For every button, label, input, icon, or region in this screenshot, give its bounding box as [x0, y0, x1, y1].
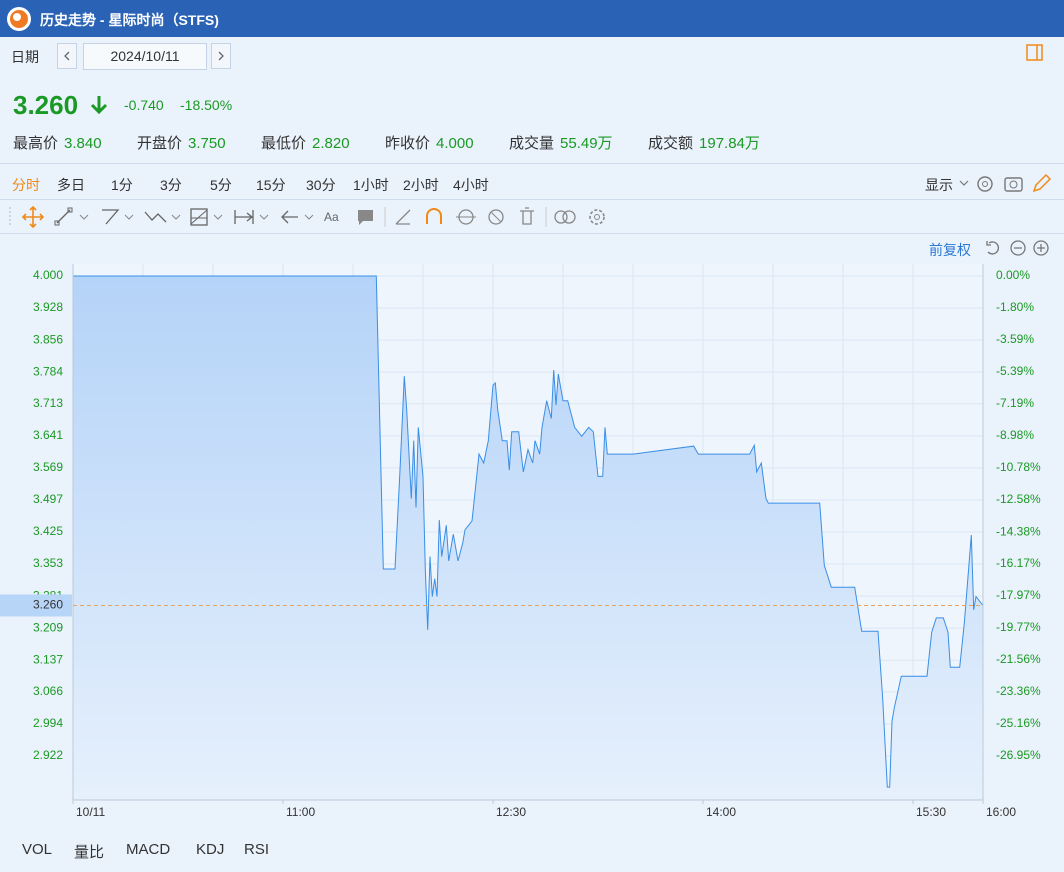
last-price-label: 3.260: [33, 598, 63, 612]
zoom-controls: [986, 240, 1049, 256]
y2-tick-label: -10.78%: [996, 460, 1041, 474]
y-tick-label: 3.928: [33, 300, 63, 314]
last-price: 3.260: [13, 90, 79, 120]
separator: [0, 199, 1064, 200]
y-tick-label: 3.066: [33, 684, 63, 698]
period-tab[interactable]: 多日: [57, 177, 85, 193]
x-tick-label: 15:30: [916, 805, 946, 819]
y2-tick-label: -3.59%: [996, 332, 1034, 346]
stat: 最高价 3.840: [13, 132, 102, 153]
drawing-toolbar: Aa: [9, 205, 605, 229]
x-tick-label: 14:00: [706, 805, 736, 819]
app-logo: [7, 7, 31, 31]
price-change: -0.740: [124, 97, 164, 113]
stat: 开盘价 3.750: [137, 132, 226, 153]
y2-tick-label: -21.56%: [996, 652, 1041, 666]
y-tick-label: 3.137: [33, 652, 63, 666]
y2-tick-label: -12.58%: [996, 492, 1041, 506]
x-tick-label: 10/11: [76, 805, 105, 819]
window-title: 历史走势 - 星际时尚（STFS): [40, 12, 219, 28]
x-tick-label: 16:00: [986, 805, 1016, 819]
y2-tick-label: -1.80%: [996, 300, 1034, 314]
y2-tick-label: 0.00%: [996, 268, 1030, 282]
stat-label: 最高价: [13, 135, 59, 152]
price-line: [73, 275, 984, 788]
y-tick-label: 2.922: [33, 748, 63, 762]
next-date-button[interactable]: [211, 43, 231, 69]
y2-tick-label: -14.38%: [996, 524, 1041, 538]
period-tab[interactable]: 5分: [210, 177, 232, 193]
down-arrow: [90, 96, 108, 115]
stat: 成交量 55.49万: [509, 132, 613, 153]
stat: 成交额 197.84万: [648, 132, 760, 153]
y2-tick-label: -8.98%: [996, 428, 1034, 442]
title-bar: 历史走势 - 星际时尚（STFS): [0, 0, 1064, 37]
stat-label: 成交额: [648, 135, 694, 152]
indicator-tab[interactable]: KDJ: [196, 841, 225, 858]
period-tab[interactable]: 15分: [256, 177, 286, 193]
period-tab[interactable]: 3分: [160, 177, 182, 193]
y-tick-label: 3.353: [33, 556, 63, 570]
y-tick-label: 3.497: [33, 492, 63, 506]
x-tick-label: 12:30: [496, 805, 526, 819]
indicator-tab[interactable]: 量比: [74, 844, 105, 861]
display-menu[interactable]: 显示: [925, 177, 953, 193]
price-change-pct: -18.50%: [180, 97, 233, 113]
indicator-tab[interactable]: VOL: [22, 841, 53, 858]
period-tab[interactable]: 1分: [111, 177, 133, 193]
y-tick-label: 3.784: [33, 364, 63, 378]
stat-value: 55.49万: [560, 135, 613, 152]
period-tab[interactable]: 1小时: [353, 177, 389, 193]
y-tick-label: 3.569: [33, 460, 63, 474]
y2-tick-label: -19.77%: [996, 620, 1041, 634]
y-tick-label: 3.641: [33, 428, 63, 442]
stat-label: 成交量: [509, 135, 555, 152]
sidebar-toggle[interactable]: [1026, 44, 1044, 62]
stat-value: 197.84万: [699, 135, 760, 152]
stat: 昨收价 4.000: [385, 132, 474, 153]
period-tab[interactable]: 4小时: [453, 177, 489, 193]
y-tick-label: 3.209: [33, 620, 63, 634]
indicator-tab[interactable]: MACD: [126, 841, 171, 858]
stat-value: 3.750: [188, 135, 226, 152]
y2-tick-label: -16.17%: [996, 556, 1041, 570]
adjust-mode[interactable]: 前复权: [929, 242, 971, 258]
y2-tick-label: -26.95%: [996, 748, 1041, 762]
y2-tick-label: -23.36%: [996, 684, 1041, 698]
stat: 最低价 2.820: [261, 132, 350, 153]
y-tick-label: 4.000: [33, 268, 63, 282]
stat-label: 最低价: [261, 135, 307, 152]
prev-date-button[interactable]: [57, 43, 77, 69]
y2-tick-label: -5.39%: [996, 364, 1034, 378]
separator: [0, 163, 1064, 164]
date-label: 日期: [11, 49, 39, 65]
top-icons: [959, 173, 1052, 193]
area-fill: [73, 276, 983, 800]
period-tab[interactable]: 2小时: [403, 177, 439, 193]
stat-value: 4.000: [436, 135, 474, 152]
separator: [0, 233, 1064, 234]
stat-value: 2.820: [312, 135, 350, 152]
y-tick-label: 3.856: [33, 332, 63, 346]
y2-tick-label: -7.19%: [996, 396, 1034, 410]
stat-label: 开盘价: [137, 135, 183, 152]
indicator-tab[interactable]: RSI: [244, 841, 270, 858]
period-tab[interactable]: 分时: [12, 177, 40, 193]
y2-tick-label: -25.16%: [996, 716, 1041, 730]
y-tick-label: 3.425: [33, 524, 63, 538]
stat-label: 昨收价: [385, 135, 431, 152]
y-tick-label: 3.713: [33, 396, 63, 410]
y2-tick-label: -17.97%: [996, 588, 1041, 602]
stat-value: 3.840: [64, 135, 102, 152]
x-tick-label: 11:00: [286, 805, 315, 819]
date-picker[interactable]: 2024/10/11: [83, 43, 207, 70]
y-tick-label: 2.994: [33, 716, 63, 730]
period-tab[interactable]: 30分: [306, 177, 336, 193]
last-price-badge: [0, 594, 72, 617]
text-tool[interactable]: Aa: [324, 210, 339, 224]
